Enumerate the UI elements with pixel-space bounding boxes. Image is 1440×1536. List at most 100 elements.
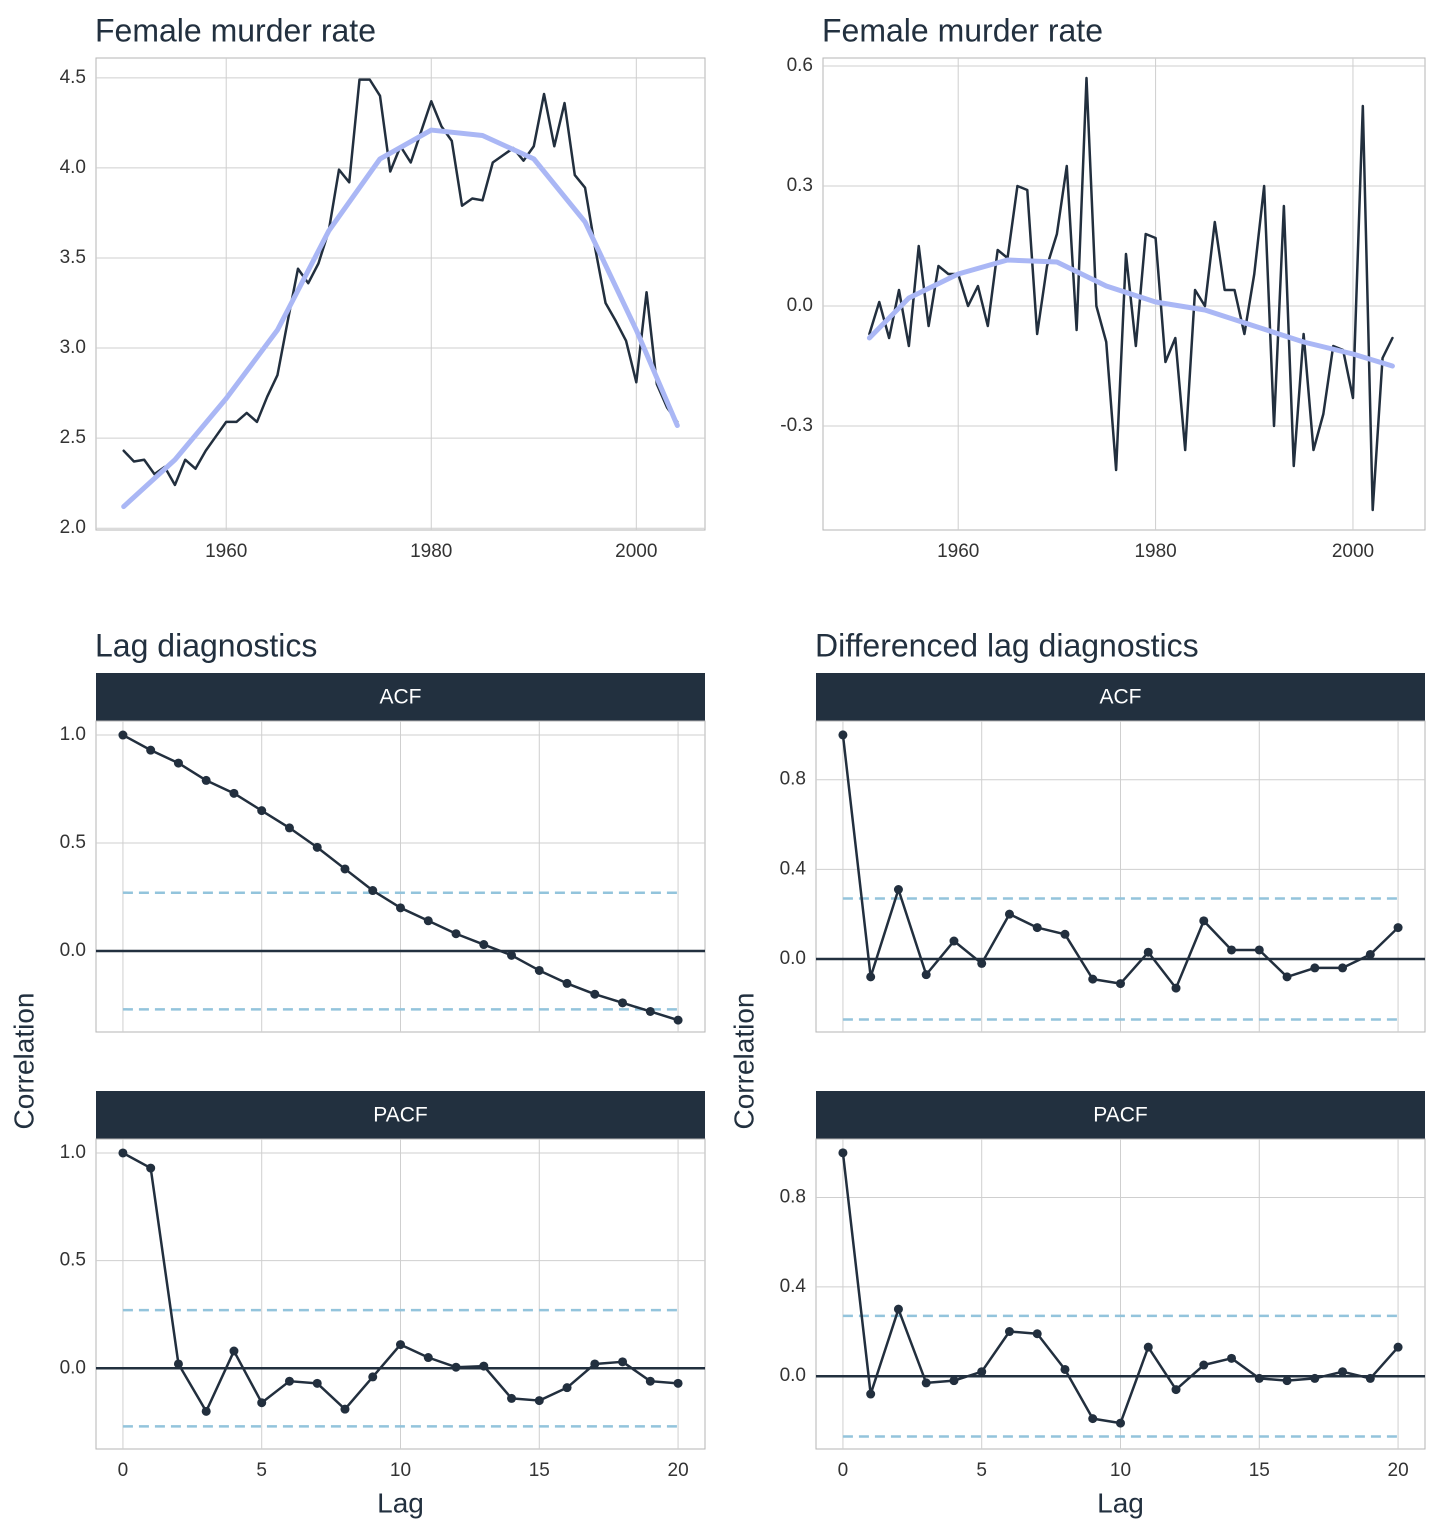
y-tick-label: 0.4: [780, 1276, 807, 1297]
acf-point: [838, 1148, 848, 1158]
chart-title: Female murder rate: [95, 12, 376, 48]
acf-point: [229, 788, 239, 798]
panel-border: [822, 57, 1426, 531]
x-tick-label: 20: [668, 1460, 689, 1481]
acf-point: [1338, 963, 1348, 973]
y-axis-label: Correlation: [728, 993, 759, 1130]
x-tick-label: 1960: [937, 541, 979, 562]
acf-point: [590, 1359, 600, 1369]
y-tick-label: 0.0: [780, 1365, 806, 1386]
y-tick-label: 4.5: [60, 67, 86, 88]
strip: [816, 1091, 1425, 1139]
y-tick-label: 2.0: [60, 517, 86, 538]
acf-point: [340, 864, 350, 874]
acf-point: [1254, 1373, 1264, 1383]
panel-border: [95, 57, 706, 531]
acf-point: [201, 1406, 211, 1416]
acf-point: [479, 940, 489, 950]
acf-point: [1338, 1367, 1348, 1377]
acf-point: [312, 1378, 322, 1388]
x-tick-label: 2000: [615, 541, 657, 562]
x-tick-label: 15: [1249, 1460, 1270, 1481]
acf-point: [1227, 945, 1237, 955]
strip-label: ACF: [380, 686, 422, 709]
acf-point: [534, 1396, 544, 1406]
acf-point: [284, 1376, 294, 1386]
acf-point: [229, 1346, 239, 1356]
acf-point: [368, 1372, 378, 1382]
chart-title: Lag diagnostics: [95, 627, 317, 663]
strip-label: PACF: [373, 1104, 427, 1127]
acf-point: [1143, 947, 1153, 957]
acf-point: [866, 1389, 876, 1399]
acf-point: [1143, 1342, 1153, 1352]
acf-point: [1310, 963, 1320, 973]
acf-point: [1393, 923, 1403, 933]
y-tick-label: 0.4: [780, 858, 807, 879]
strip: [816, 673, 1425, 721]
acf-point: [1032, 923, 1042, 933]
acf-point: [146, 1163, 156, 1173]
acf-point: [645, 1376, 655, 1386]
x-tick-label: 20: [1388, 1460, 1409, 1481]
acf-point: [977, 958, 987, 968]
strip-label: PACF: [1093, 1104, 1147, 1127]
acf-point: [284, 823, 294, 833]
y-tick-label: 0.0: [780, 948, 806, 969]
acf-point: [1004, 1327, 1014, 1337]
acf-point: [866, 972, 876, 982]
acf-point: [1310, 1373, 1320, 1383]
series-line: [866, 257, 1395, 369]
acf-point: [312, 842, 322, 852]
acf-point: [1199, 1360, 1209, 1370]
acf-point: [1282, 1376, 1292, 1386]
acf-point: [921, 1378, 931, 1388]
chart-title: Differenced lag diagnostics: [815, 627, 1199, 663]
y-tick-label: 0.8: [780, 1187, 806, 1208]
acf-point: [893, 884, 903, 894]
y-tick-label: 0.3: [787, 175, 813, 196]
acf-point: [479, 1361, 489, 1371]
acf-point: [340, 1404, 350, 1414]
acf-point: [257, 1398, 267, 1408]
x-tick-label: 5: [976, 1460, 987, 1481]
strip: [96, 673, 705, 721]
acf-point: [118, 730, 128, 740]
acf-point: [893, 1304, 903, 1314]
acf-point: [396, 903, 405, 913]
x-axis-label: Lag: [1097, 1487, 1144, 1518]
acf-point: [368, 886, 378, 896]
acf-point: [838, 730, 848, 740]
y-tick-label: 0.0: [60, 940, 86, 961]
chart-title: Female murder rate: [822, 12, 1103, 48]
acf-point: [1365, 949, 1375, 959]
acf-point: [1060, 1364, 1070, 1374]
acf-point: [1116, 979, 1125, 989]
acf-point: [673, 1015, 683, 1025]
acf-point: [618, 1357, 628, 1367]
y-tick-label: 4.0: [60, 157, 86, 178]
strip-label: ACF: [1100, 686, 1142, 709]
y-tick-label: 2.5: [60, 427, 86, 448]
acf-point: [921, 970, 931, 980]
y-tick-label: 1.0: [60, 724, 86, 745]
acf-point: [645, 1006, 655, 1016]
acf-point: [451, 929, 461, 939]
acf-point: [949, 1376, 959, 1386]
acf-point: [1254, 945, 1264, 955]
acf-point: [618, 998, 628, 1008]
y-tick-label: 0.0: [787, 295, 813, 316]
x-tick-label: 5: [256, 1460, 267, 1481]
acf-point: [1199, 916, 1209, 926]
x-tick-label: 10: [1110, 1460, 1131, 1481]
acf-point: [257, 806, 267, 816]
y-tick-label: 0.8: [780, 769, 806, 790]
strip: [96, 1091, 705, 1139]
acf-point: [1171, 1385, 1181, 1395]
acf-point: [173, 1359, 183, 1369]
y-tick-label: 3.0: [60, 337, 86, 358]
y-tick-label: 0.5: [60, 1250, 86, 1271]
acf-point: [507, 950, 517, 960]
acf-point: [1227, 1353, 1237, 1363]
